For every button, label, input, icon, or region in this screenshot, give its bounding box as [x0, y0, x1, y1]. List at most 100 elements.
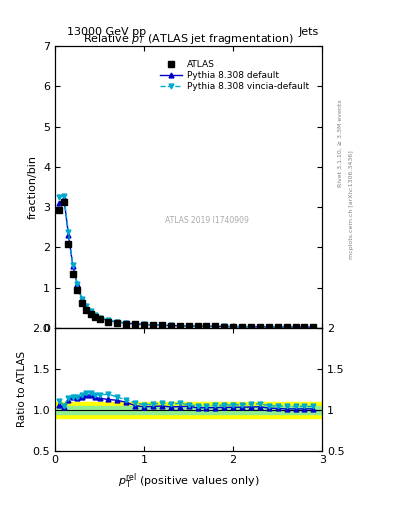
- Pythia 8.308 default: [62, 195, 66, 201]
- Pythia 8.308 vincia-default: [142, 322, 147, 328]
- Legend: ATLAS, Pythia 8.308 default, Pythia 8.308 vincia-default: ATLAS, Pythia 8.308 default, Pythia 8.30…: [156, 56, 312, 95]
- Pythia 8.308 vincia-default: [124, 320, 129, 326]
- ATLAS: [160, 322, 164, 328]
- Pythia 8.308 default: [177, 323, 182, 329]
- ATLAS: [57, 207, 62, 214]
- Pythia 8.308 vincia-default: [169, 323, 173, 329]
- ATLAS: [293, 324, 298, 330]
- Line: ATLAS: ATLAS: [57, 200, 316, 330]
- ATLAS: [79, 300, 84, 306]
- Pythia 8.308 vincia-default: [240, 324, 244, 330]
- ATLAS: [142, 322, 147, 328]
- ATLAS: [124, 321, 129, 327]
- Pythia 8.308 default: [204, 323, 209, 329]
- Pythia 8.308 vincia-default: [177, 323, 182, 329]
- Pythia 8.308 default: [79, 296, 84, 302]
- Pythia 8.308 default: [93, 312, 97, 318]
- Pythia 8.308 default: [75, 282, 80, 288]
- Pythia 8.308 default: [231, 324, 235, 330]
- Y-axis label: Ratio to ATLAS: Ratio to ATLAS: [17, 351, 27, 428]
- Pythia 8.308 vincia-default: [204, 323, 209, 329]
- Text: Jets: Jets: [298, 27, 318, 37]
- Pythia 8.308 default: [142, 322, 147, 328]
- Pythia 8.308 vincia-default: [133, 321, 138, 327]
- ATLAS: [204, 323, 209, 329]
- ATLAS: [151, 322, 155, 328]
- ATLAS: [88, 311, 93, 317]
- Y-axis label: fraction/bin: fraction/bin: [28, 155, 37, 219]
- Text: 13000 GeV pp: 13000 GeV pp: [67, 27, 146, 37]
- Pythia 8.308 vincia-default: [106, 317, 111, 324]
- Text: Rivet 3.1.10, ≥ 3.3M events: Rivet 3.1.10, ≥ 3.3M events: [338, 99, 342, 187]
- Pythia 8.308 default: [293, 324, 298, 330]
- ATLAS: [177, 323, 182, 329]
- Pythia 8.308 default: [70, 263, 75, 269]
- Title: Relative $p_T$ (ATLAS jet fragmentation): Relative $p_T$ (ATLAS jet fragmentation): [83, 32, 294, 46]
- ATLAS: [311, 324, 316, 330]
- Line: Pythia 8.308 default: Pythia 8.308 default: [57, 196, 316, 330]
- Bar: [55, 406, 322, 414]
- Pythia 8.308 default: [151, 322, 155, 328]
- ATLAS: [75, 287, 80, 293]
- Pythia 8.308 vincia-default: [222, 324, 227, 330]
- Text: mcplots.cern.ch [arXiv:1306.3436]: mcplots.cern.ch [arXiv:1306.3436]: [349, 151, 354, 259]
- Text: ATLAS 2019 I1740909: ATLAS 2019 I1740909: [165, 217, 249, 225]
- Pythia 8.308 vincia-default: [186, 323, 191, 329]
- ATLAS: [93, 314, 97, 320]
- ATLAS: [231, 324, 235, 330]
- Pythia 8.308 default: [115, 319, 120, 325]
- Pythia 8.308 default: [240, 324, 244, 330]
- Pythia 8.308 vincia-default: [84, 303, 88, 309]
- ATLAS: [62, 199, 66, 205]
- ATLAS: [70, 270, 75, 276]
- Pythia 8.308 vincia-default: [62, 193, 66, 199]
- Pythia 8.308 vincia-default: [302, 324, 307, 330]
- Pythia 8.308 default: [284, 324, 289, 330]
- Pythia 8.308 vincia-default: [213, 323, 218, 329]
- ATLAS: [284, 324, 289, 330]
- Pythia 8.308 default: [249, 324, 253, 330]
- ATLAS: [186, 323, 191, 329]
- Pythia 8.308 vincia-default: [160, 322, 164, 328]
- Pythia 8.308 vincia-default: [151, 322, 155, 328]
- Pythia 8.308 default: [88, 309, 93, 315]
- Pythia 8.308 vincia-default: [66, 229, 71, 235]
- Bar: [55, 401, 322, 418]
- Pythia 8.308 vincia-default: [79, 295, 84, 302]
- Pythia 8.308 vincia-default: [93, 312, 97, 318]
- Pythia 8.308 default: [84, 304, 88, 310]
- ATLAS: [195, 323, 200, 329]
- Pythia 8.308 vincia-default: [57, 194, 62, 200]
- Pythia 8.308 default: [222, 324, 227, 330]
- Pythia 8.308 vincia-default: [75, 281, 80, 287]
- Pythia 8.308 default: [266, 324, 271, 330]
- Pythia 8.308 vincia-default: [266, 324, 271, 330]
- Pythia 8.308 default: [124, 320, 129, 326]
- ATLAS: [222, 324, 227, 330]
- Pythia 8.308 default: [213, 324, 218, 330]
- ATLAS: [257, 324, 262, 330]
- Pythia 8.308 default: [57, 200, 62, 206]
- ATLAS: [84, 307, 88, 313]
- Pythia 8.308 default: [302, 324, 307, 330]
- Pythia 8.308 vincia-default: [249, 324, 253, 330]
- Pythia 8.308 vincia-default: [195, 323, 200, 329]
- Pythia 8.308 vincia-default: [97, 314, 102, 321]
- Pythia 8.308 default: [106, 317, 111, 324]
- Pythia 8.308 default: [257, 324, 262, 330]
- ATLAS: [302, 324, 307, 330]
- ATLAS: [275, 324, 280, 330]
- ATLAS: [213, 324, 218, 330]
- Pythia 8.308 default: [97, 315, 102, 321]
- Pythia 8.308 vincia-default: [115, 319, 120, 325]
- Pythia 8.308 default: [133, 321, 138, 327]
- ATLAS: [133, 321, 138, 327]
- ATLAS: [106, 318, 111, 325]
- Pythia 8.308 vincia-default: [293, 324, 298, 330]
- X-axis label: $p_{\rm T}^{\rm rel}$ (positive values only): $p_{\rm T}^{\rm rel}$ (positive values o…: [118, 471, 259, 490]
- Pythia 8.308 default: [160, 322, 164, 328]
- Pythia 8.308 vincia-default: [284, 324, 289, 330]
- Pythia 8.308 vincia-default: [275, 324, 280, 330]
- ATLAS: [115, 319, 120, 326]
- Pythia 8.308 default: [195, 323, 200, 329]
